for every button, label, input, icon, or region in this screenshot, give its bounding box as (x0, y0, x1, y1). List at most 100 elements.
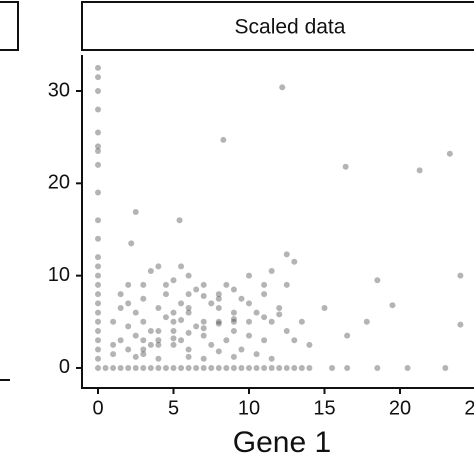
point (215, 320, 222, 327)
point (185, 364, 192, 371)
point (200, 281, 207, 288)
point (132, 332, 139, 339)
point (102, 364, 109, 371)
point (261, 337, 268, 344)
point (95, 189, 102, 196)
point (95, 272, 102, 279)
point (110, 341, 117, 348)
point (200, 325, 207, 332)
point (291, 258, 298, 265)
point (306, 364, 313, 371)
point (125, 281, 132, 288)
point (117, 337, 124, 344)
point (170, 341, 177, 348)
point (132, 309, 139, 316)
point (193, 286, 200, 293)
point (246, 272, 253, 279)
point (162, 364, 169, 371)
point (344, 364, 351, 371)
x-tick-label: 0 (92, 397, 103, 419)
point (230, 318, 237, 325)
point (200, 318, 207, 325)
point (208, 300, 215, 307)
point (329, 364, 336, 371)
point (178, 300, 185, 307)
point (276, 364, 283, 371)
point (291, 337, 298, 344)
point (95, 328, 102, 335)
point (132, 208, 139, 215)
point (155, 304, 162, 311)
point (117, 304, 124, 311)
point (140, 346, 147, 353)
point (215, 291, 222, 298)
point (95, 318, 102, 325)
point (446, 150, 453, 157)
point (140, 351, 147, 358)
point (170, 309, 177, 316)
point (147, 268, 154, 275)
point (238, 346, 245, 353)
point (125, 300, 132, 307)
point (95, 281, 102, 288)
point (246, 300, 253, 307)
point (95, 106, 102, 113)
point (95, 235, 102, 242)
point (155, 328, 162, 335)
point (283, 328, 290, 335)
point (170, 335, 177, 342)
point (110, 364, 117, 371)
point (95, 337, 102, 344)
y-tick-label: 10 (48, 264, 70, 286)
point (95, 217, 102, 224)
point (230, 328, 237, 335)
y-tick-label: 0 (59, 356, 70, 378)
point (95, 346, 102, 353)
point (155, 355, 162, 362)
point (246, 318, 253, 325)
point (95, 148, 102, 155)
point (261, 281, 268, 288)
point (140, 295, 147, 302)
x-tick-label: 10 (238, 397, 260, 419)
point (155, 263, 162, 270)
point (268, 318, 275, 325)
point (185, 353, 192, 360)
point (95, 143, 102, 150)
point (140, 364, 147, 371)
point (140, 281, 147, 288)
point (276, 304, 283, 311)
point (246, 364, 253, 371)
point (457, 321, 464, 328)
point (95, 254, 102, 261)
point (321, 304, 328, 311)
point (162, 291, 169, 298)
point (132, 364, 139, 371)
x-tick-label: 15 (313, 397, 335, 419)
point (200, 355, 207, 362)
point (238, 295, 245, 302)
point (140, 318, 147, 325)
point (442, 364, 449, 371)
point (170, 277, 177, 284)
point (185, 304, 192, 311)
point (253, 351, 260, 358)
point (110, 318, 117, 325)
point (95, 161, 102, 168)
point (246, 332, 253, 339)
point (147, 341, 154, 348)
point (283, 364, 290, 371)
point (342, 163, 349, 170)
point (185, 329, 192, 336)
x-axis-title: Gene 1 (233, 426, 331, 459)
point (178, 263, 185, 270)
point (279, 84, 286, 91)
point (223, 281, 230, 288)
point (128, 240, 135, 247)
point (253, 364, 260, 371)
point (178, 316, 185, 323)
point (95, 88, 102, 95)
y-tick-label: 30 (48, 79, 70, 101)
point (268, 268, 275, 275)
left-strip (0, 1, 19, 51)
